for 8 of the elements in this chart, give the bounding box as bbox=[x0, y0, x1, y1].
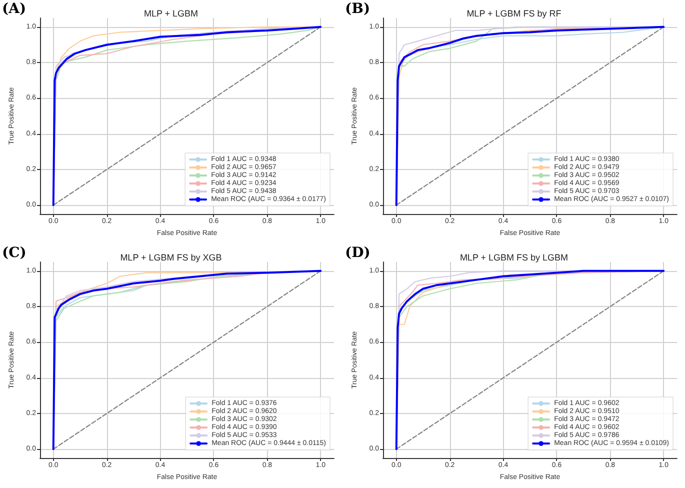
chart-title: MLP + LGBM FS by LGBM bbox=[460, 252, 568, 262]
text: (A) bbox=[2, 1, 26, 17]
text: (D) bbox=[345, 245, 370, 261]
chart-title: MLP + LGBM bbox=[144, 8, 198, 18]
chart-title: MLP + LGBM FS by XGB bbox=[120, 252, 222, 262]
text: (C) bbox=[2, 245, 26, 261]
chart-title: MLP + LGBM FS by RF bbox=[466, 8, 562, 18]
text: (B) bbox=[345, 1, 370, 17]
